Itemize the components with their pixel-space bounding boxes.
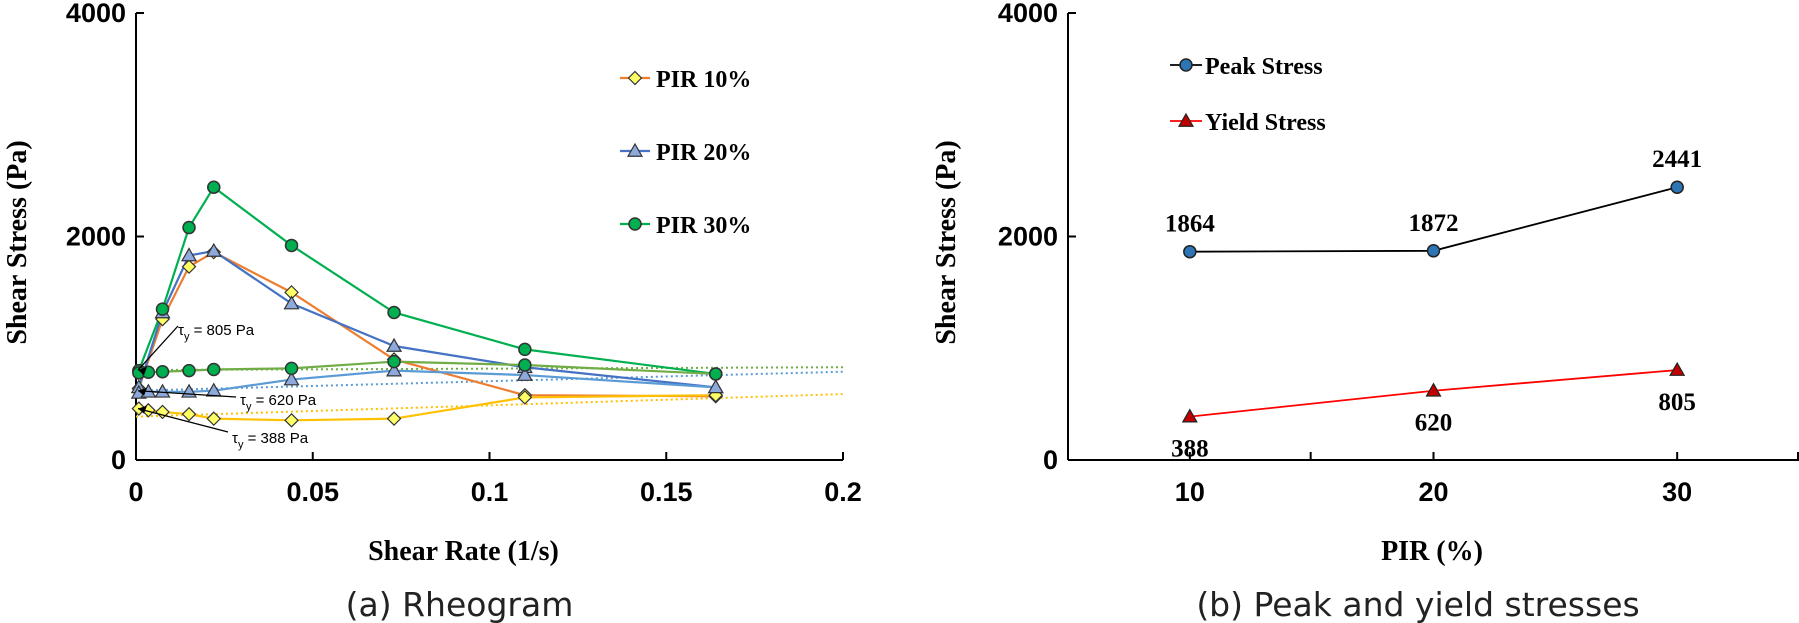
y-tick-label: 4000 [998,0,1058,28]
data-point [1670,180,1684,194]
annotation-arrowhead [138,387,147,396]
series-line [137,249,716,389]
x-axis-label: PIR (%) [1381,536,1483,567]
data-point [387,305,401,320]
x-tick-label: 0 [128,477,143,507]
annotation-arrow [137,325,179,371]
data-point [387,354,401,369]
data-label: 620 [1415,410,1453,437]
data-point [182,220,196,235]
data-point [1426,244,1441,258]
data-label: 805 [1658,389,1696,416]
x-tick-label: 0.2 [824,477,862,507]
legend-marker [1177,112,1195,127]
y-tick-label: 2000 [998,222,1058,252]
data-point [386,411,402,427]
x-axis-label: Shear Rate (1/s) [368,536,559,567]
data-point [516,366,533,381]
annotation-label: τy = 388 Pa [232,430,309,451]
y-axis-label: Shear Stress (Pa) [931,140,962,344]
y-tick-label: 0 [111,445,126,475]
data-point [155,364,170,379]
legend-marker [1179,58,1193,72]
annotation-label: τy = 620 Pa [240,392,317,413]
data-point [518,342,532,357]
data-point [206,411,222,427]
data-point [181,406,197,422]
data-point [182,363,196,378]
data-point [155,302,170,316]
x-tick-label: 0.05 [286,477,339,507]
panel-caption: (b) Peak and yield stresses [1196,585,1639,623]
legend-marker [628,217,642,231]
data-point [207,362,221,377]
peak-yield-panel: 0 2000 4000 10 20 30 PIR (%) Shear Stress (Pa) 1… [931,0,1799,623]
data-point [707,379,724,394]
panel-caption: (a) Rheogram [346,585,574,623]
legend-label: Yield Stress [1205,110,1326,136]
legend-marker [626,142,644,157]
data-point [284,361,299,376]
y-tick-label: 2000 [66,222,126,252]
y-axis-label: Shear Stress (Pa) [2,140,33,344]
rheogram-panel: 0 2000 4000 0 0.05 0.1 0.15 0.2 Shear Rate (1/s)… [2,0,862,623]
data-point [180,247,198,262]
legend-label: PIR 30% [656,213,751,239]
data-point [386,362,403,377]
legend-label: Peak Stress [1205,54,1323,80]
legend-marker [627,70,643,86]
y-tick-label: 4000 [66,0,126,28]
y-tick-label: 0 [1043,445,1058,475]
annotation-arrowhead [138,405,147,414]
annotation-arrow [137,390,237,398]
series-line [137,185,716,376]
data-point [1669,361,1686,376]
data-point [517,390,533,405]
data-point [708,367,723,381]
x-tick-label: 30 [1662,477,1692,507]
data-point [518,358,532,372]
data-label: 1864 [1165,211,1216,238]
data-point [1181,408,1198,423]
data-label: 2441 [1652,146,1702,173]
data-point [283,371,300,386]
series-line [138,369,716,395]
x-tick-label: 20 [1418,477,1448,507]
data-point [207,180,221,194]
x-tick-label: 0.15 [640,477,693,507]
annotation-arrow [137,407,229,433]
annotation-arrowhead [138,367,147,376]
data-point [181,259,197,275]
legend-label: PIR 20% [656,140,751,166]
x-tick-label: 10 [1175,477,1205,507]
data-point [1425,382,1442,397]
data-label: 1872 [1409,210,1459,237]
legend-label: PIR 10% [656,67,751,93]
data-point [284,412,299,428]
data-point [1183,244,1197,259]
x-tick-label: 0.1 [471,477,509,507]
data-point [154,383,171,398]
data-point [386,337,403,352]
data-point [283,295,300,310]
annotation-label: τy = 805 Pa [178,322,255,343]
data-point [284,238,299,253]
data-point [205,242,222,257]
data-label: 388 [1171,436,1209,463]
